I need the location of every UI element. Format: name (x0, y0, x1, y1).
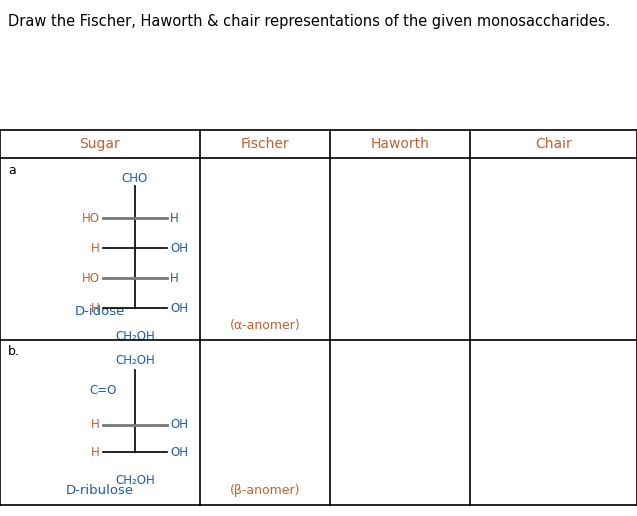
Text: Draw the Fischer, Haworth & chair representations of the given monosaccharides.: Draw the Fischer, Haworth & chair repres… (8, 14, 610, 29)
Text: D-ribulose: D-ribulose (66, 484, 134, 497)
Text: Chair: Chair (535, 137, 572, 151)
Text: CH₂OH: CH₂OH (115, 330, 155, 343)
Text: H: H (91, 445, 100, 459)
Text: OH: OH (170, 301, 188, 314)
Text: H: H (170, 271, 179, 284)
Text: (β-anomer): (β-anomer) (230, 484, 300, 497)
Text: H: H (170, 212, 179, 224)
Text: D-idose: D-idose (75, 305, 125, 318)
Text: OH: OH (170, 418, 188, 431)
Text: b.: b. (8, 345, 20, 358)
Text: H: H (91, 241, 100, 254)
Text: Fischer: Fischer (241, 137, 289, 151)
Text: C=O: C=O (90, 383, 117, 396)
Text: HO: HO (82, 271, 100, 284)
Text: H: H (91, 418, 100, 431)
Text: a: a (8, 164, 16, 177)
Text: CH₂OH: CH₂OH (115, 354, 155, 367)
Text: CHO: CHO (122, 172, 148, 185)
Text: Haworth: Haworth (371, 137, 429, 151)
Text: Sugar: Sugar (80, 137, 120, 151)
Text: OH: OH (170, 241, 188, 254)
Text: HO: HO (82, 212, 100, 224)
Text: (α-anomer): (α-anomer) (229, 319, 301, 332)
Text: H: H (91, 301, 100, 314)
Text: OH: OH (170, 445, 188, 459)
Text: CH₂OH: CH₂OH (115, 474, 155, 487)
